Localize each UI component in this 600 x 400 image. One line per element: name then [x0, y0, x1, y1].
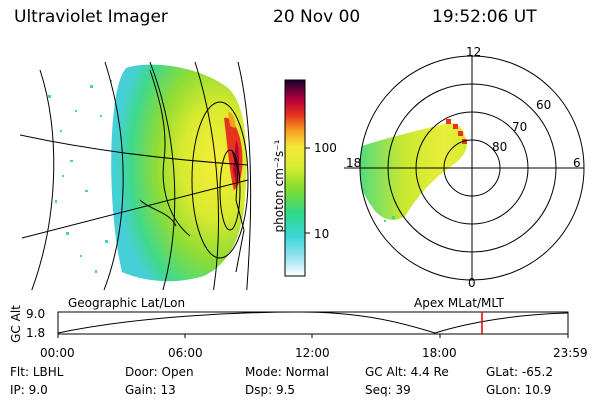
- lat-label-80: 80: [492, 140, 508, 154]
- colorbar-tick-label: 10: [314, 227, 330, 241]
- coastline: [139, 69, 245, 273]
- time-label: 19:52:06 UT: [432, 7, 537, 27]
- orbit-altitude-curve: [57, 311, 569, 334]
- orbit-x-ticks: [57, 334, 569, 338]
- status-flt: Flt: LBHL: [10, 365, 64, 379]
- mlt-label-18: 18: [346, 156, 362, 170]
- status-seq: Seq: 39: [365, 383, 411, 397]
- geographic-image: [20, 61, 252, 290]
- colorbar-tick-label: 100: [314, 141, 337, 155]
- dayglow-region: [111, 64, 247, 282]
- orbit-y-tick: 9.0: [26, 307, 46, 321]
- image-speckle: [48, 80, 112, 273]
- status-gcalt: GC Alt: 4.4 Re: [365, 365, 449, 379]
- orbit-x-tick-label: 23:59: [553, 346, 588, 360]
- polar-plot: [344, 55, 585, 281]
- mlt-label-0: 0: [468, 276, 476, 290]
- date-label: 20 Nov 00: [273, 7, 361, 27]
- orbit-x-tick-label: 00:00: [40, 346, 75, 360]
- status-gain: Gain: 13: [125, 383, 176, 397]
- mlt-label-6: 6: [573, 156, 581, 170]
- status-glat: GLat: -65.2: [486, 365, 553, 379]
- lat-label-70: 70: [512, 120, 528, 134]
- orbit-right-title: Apex MLat/MLT: [414, 296, 504, 310]
- orbit-y-tick: 1.8: [26, 326, 46, 340]
- orbit-left-title: Geographic Lat/Lon: [68, 296, 186, 310]
- colorbar: [284, 79, 306, 277]
- lat-label-60: 60: [536, 98, 552, 112]
- orbit-x-tick-label: 06:00: [168, 346, 203, 360]
- colorbar-label: photon cm⁻²s⁻¹: [272, 139, 286, 233]
- geographic-grid: [20, 61, 252, 290]
- status-dsp: Dsp: 9.5: [245, 383, 296, 397]
- instrument-title: Ultraviolet Imager: [14, 7, 168, 27]
- polar-auroral-oval: [360, 122, 467, 220]
- orbit-plot-frame: [57, 311, 569, 335]
- orbit-x-tick-label: 18:00: [422, 346, 457, 360]
- orbit-y-axis-label: GC Alt: [9, 305, 23, 343]
- orbit-x-tick-label: 12:00: [295, 346, 330, 360]
- status-door: Door: Open: [125, 365, 194, 379]
- status-glon: GLon: 10.9: [486, 383, 552, 397]
- status-ip: IP: 9.0: [10, 383, 48, 397]
- status-mode: Mode: Normal: [245, 365, 329, 379]
- polar-hotspots: [446, 119, 467, 144]
- mlt-label-12: 12: [466, 45, 482, 59]
